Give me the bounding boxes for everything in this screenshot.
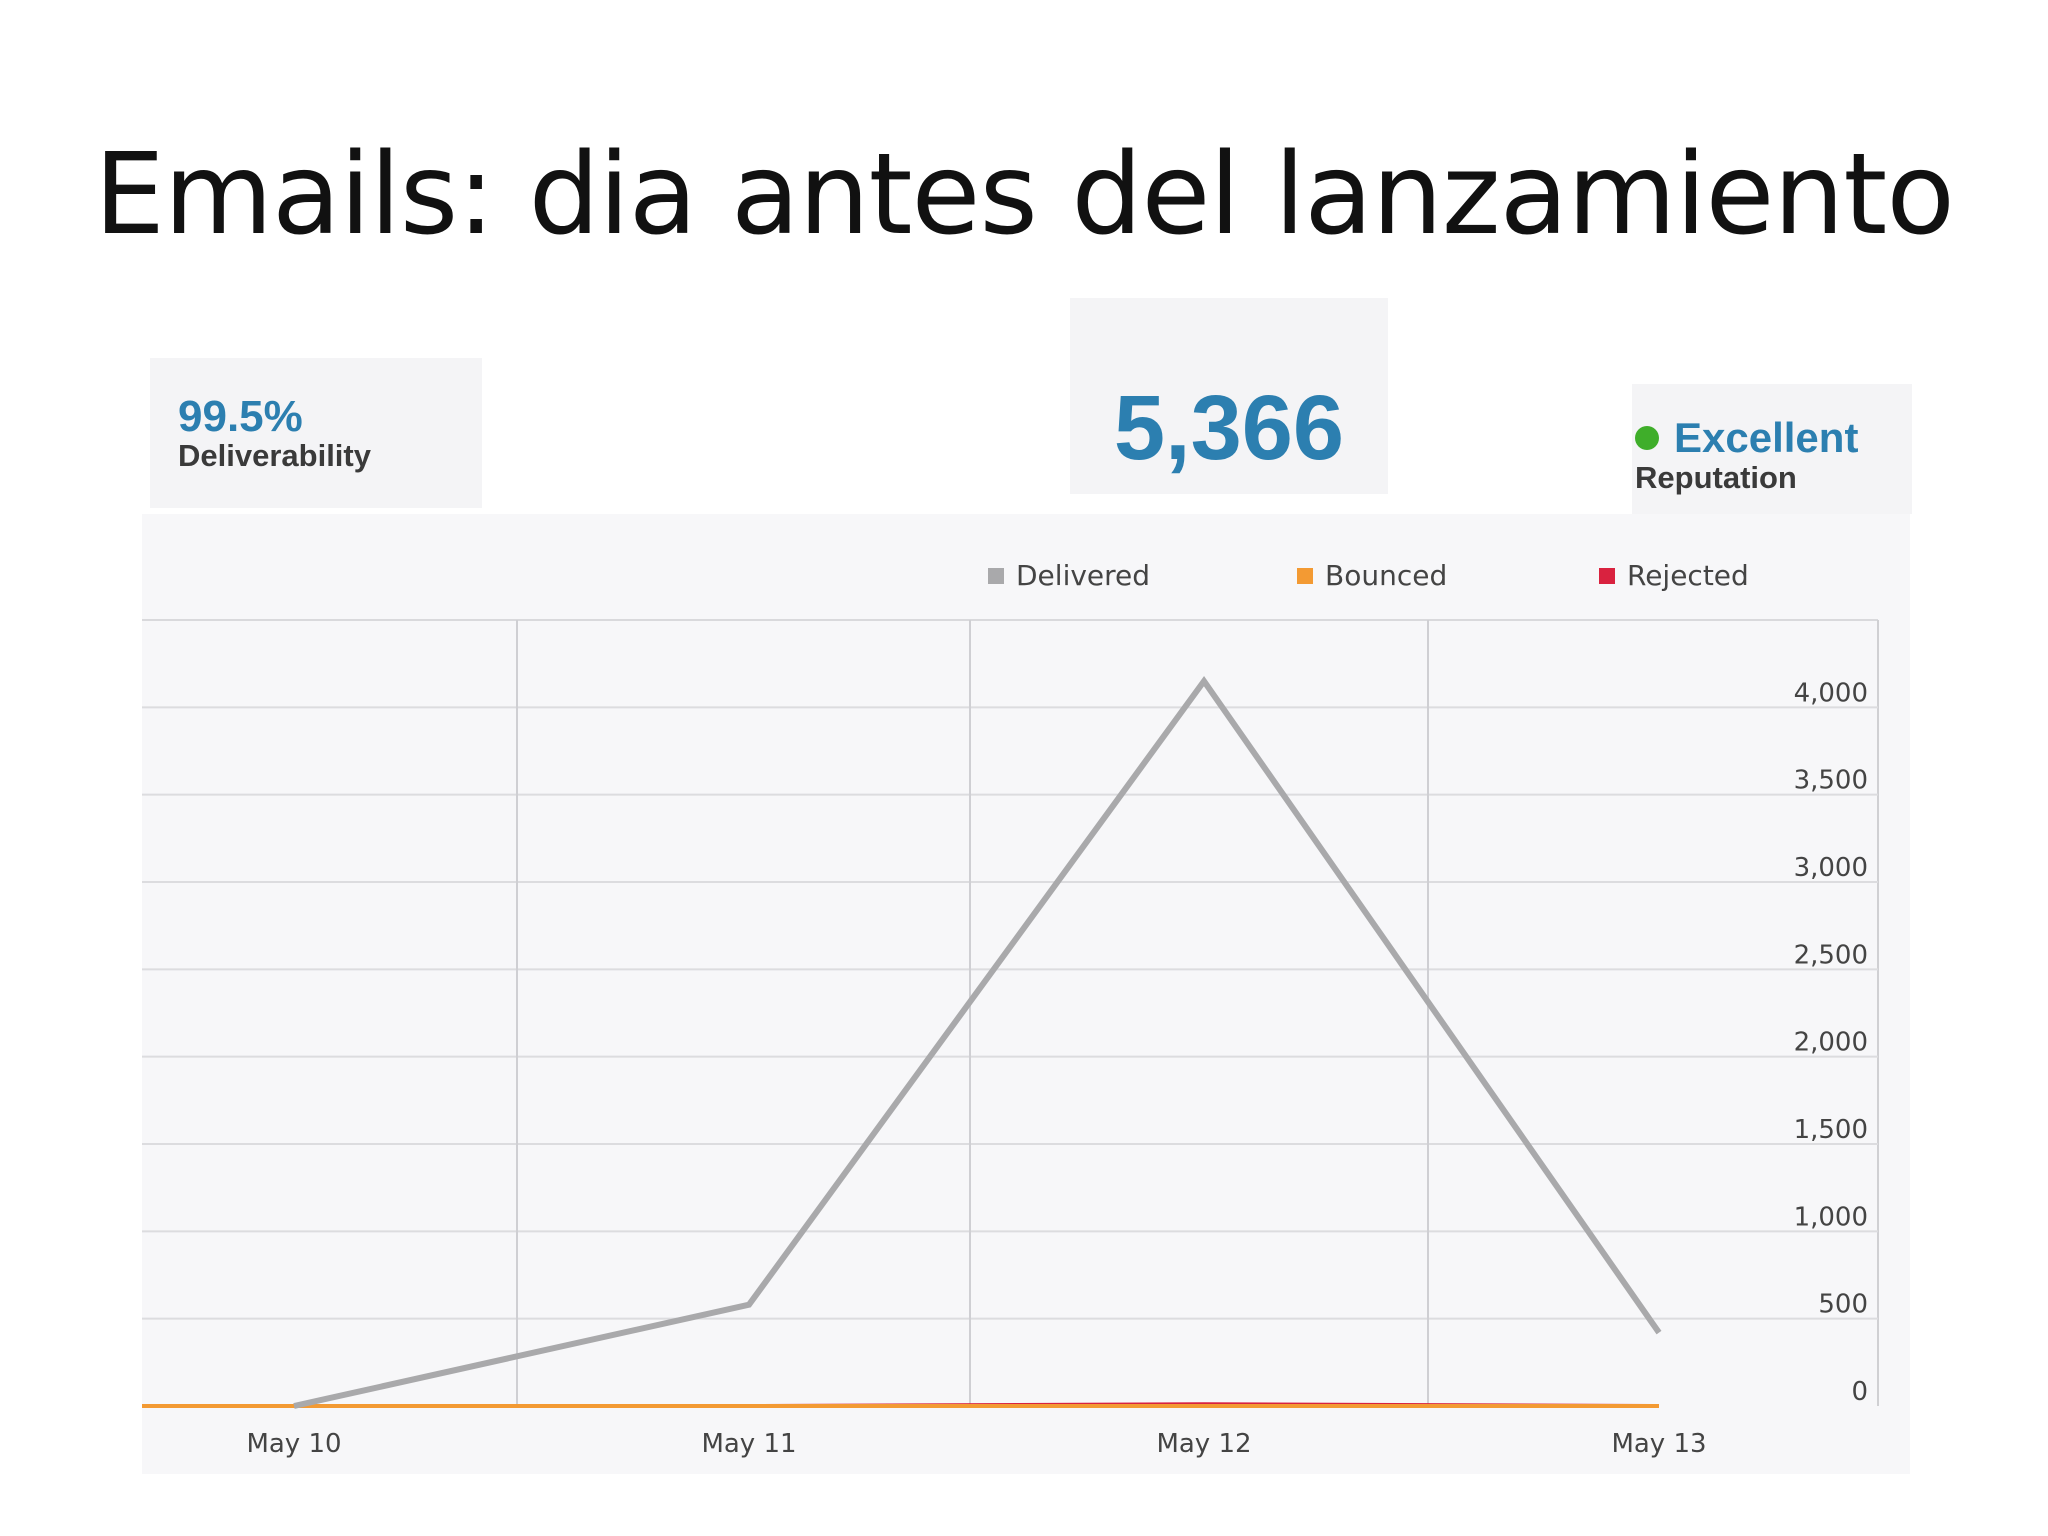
- y-tick-label: 0: [1851, 1377, 1868, 1407]
- chart-panel: Delivered Bounced Rejected 0 500 1,000 1,500 2,…: [142, 514, 1910, 1474]
- y-tick-label: 2,000: [1794, 1028, 1868, 1058]
- series-line-delivered: [293, 675, 1662, 1409]
- legend-swatch-rejected: [1599, 568, 1615, 584]
- x-tick-label: May 12: [1156, 1429, 1251, 1459]
- y-tick-label: 4,000: [1794, 678, 1868, 708]
- legend-label-bounced: Bounced: [1325, 559, 1447, 592]
- legend-label-rejected: Rejected: [1627, 559, 1749, 592]
- x-tick-label: May 11: [701, 1429, 796, 1459]
- status-dot-icon: [1635, 426, 1659, 450]
- y-tick-label: 500: [1818, 1290, 1868, 1320]
- deliverability-card: 99.5% Deliverability: [150, 358, 482, 508]
- y-tick-label: 1,500: [1794, 1115, 1868, 1145]
- reputation-label: Reputation: [1635, 460, 1797, 495]
- y-tick-label: 3,500: [1794, 766, 1868, 796]
- reputation-card: Excellent Reputation: [1632, 384, 1912, 514]
- reputation-value: Excellent: [1674, 414, 1859, 461]
- total-emails-value: 5,366: [1113, 377, 1345, 479]
- legend-swatch-bounced: [1297, 568, 1313, 584]
- legend-swatch-delivered: [988, 568, 1004, 584]
- deliverability-label: Deliverability: [178, 438, 371, 473]
- x-tick-label: May 10: [246, 1429, 341, 1459]
- legend-label-delivered: Delivered: [1016, 559, 1150, 592]
- x-tick-label: May 13: [1611, 1429, 1706, 1459]
- line-chart: Delivered Bounced Rejected 0 500 1,000 1,500 2,…: [142, 559, 1879, 1459]
- y-tick-label: 1,000: [1794, 1202, 1868, 1232]
- deliverability-value: 99.5%: [178, 392, 303, 441]
- y-tick-label: 3,000: [1794, 853, 1868, 883]
- total-emails-card: 5,366: [1070, 298, 1388, 494]
- y-tick-label: 2,500: [1794, 940, 1868, 970]
- slide-title: Emails: dia antes del lanzamiento: [94, 130, 1955, 260]
